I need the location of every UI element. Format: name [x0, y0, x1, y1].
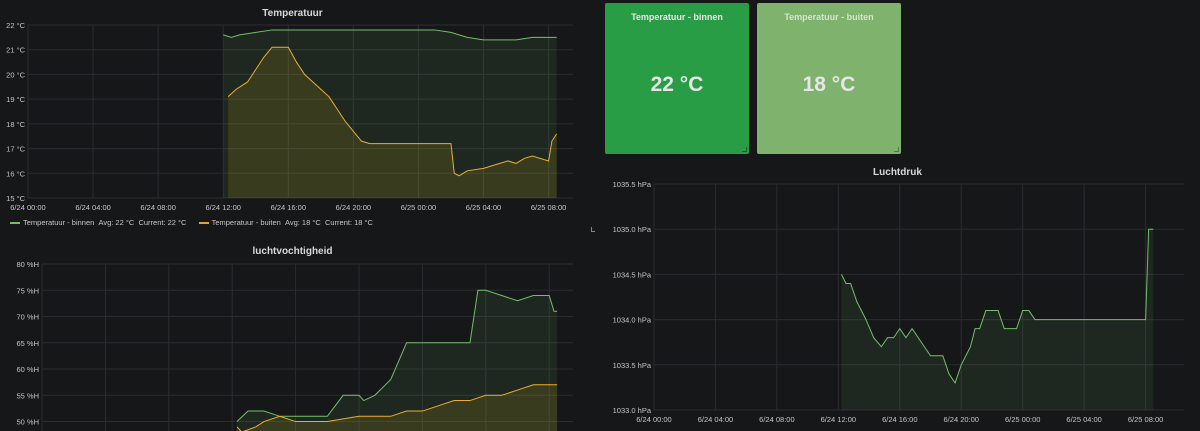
y-tick-label: 17 °C — [6, 145, 25, 154]
x-tick-label: 6/24 04:00 — [75, 203, 110, 212]
series-line-1 — [227, 46, 558, 177]
humidity-panel[interactable]: luchtvochtigheid 80 %H 75 %H 70 %H 65 %H 60 … — [0, 240, 585, 431]
series-area-0 — [236, 290, 558, 431]
stat-value: 18 °C — [802, 73, 856, 96]
x-tick-label: 6/25 00:00 — [401, 203, 436, 212]
x-tick-label: 6/24 16:00 — [271, 203, 306, 212]
stat-panel-inside[interactable]: Temperatuur - binnen 22 °C — [605, 3, 749, 154]
y-tick-label: 1033.5 hPa — [613, 361, 652, 370]
panel-title[interactable]: Temperatuur — [262, 8, 323, 19]
stat-panel-outside[interactable]: Temperatuur - buiten 18 °C — [757, 3, 901, 154]
y-tick-label: 21 °C — [6, 46, 25, 55]
y-tick-label: 18 °C — [6, 120, 25, 129]
y-tick-label: 80 %H — [16, 260, 39, 269]
x-tick-label: 6/24 00:00 — [10, 203, 45, 212]
y-tick-label: 1035.5 hPa — [613, 180, 652, 189]
y-tick-label: 70 %H — [16, 313, 39, 322]
series-area-0 — [223, 29, 557, 199]
y-tick-label: 1034.5 hPa — [613, 270, 652, 279]
legend-item-buiten[interactable]: Temperatuur - buiten Avg: 18 °C Current:… — [198, 218, 373, 227]
series-area-1 — [228, 47, 557, 198]
stat-title[interactable]: Temperatuur - binnen — [631, 12, 723, 22]
pressure-chart[interactable]: 1035.5 hPa 1035.0 hPa 1034.5 hPa 1034.0 hPa… — [595, 160, 1200, 431]
y-tick-label: 60 %H — [16, 365, 39, 374]
x-tick-label: 6/25 08:00 — [531, 203, 566, 212]
series-line-1 — [236, 384, 558, 431]
legend-swatch — [10, 222, 20, 225]
legend-name: Temperatuur - buiten — [211, 218, 281, 227]
pressure-panel[interactable]: Luchtdruk 1035.5 hPa 1035.0 hPa 1034.5 hPa… — [595, 160, 1200, 431]
x-tick-label: 6/24 00:00 — [636, 415, 671, 424]
y-tick-label: 55 %H — [16, 391, 39, 400]
legend-item-binnen[interactable]: Temperatuur - binnen Avg: 22 °C Current:… — [10, 218, 189, 227]
y-tick-label: 50 %H — [16, 418, 39, 427]
legend-name: Temperatuur - binnen — [23, 218, 95, 227]
series-area-0 — [841, 229, 1154, 410]
legend-avg: Avg: 22 °C — [98, 218, 135, 227]
chart-legend: Temperatuur - binnen Avg: 22 °C Current:… — [10, 218, 383, 227]
x-tick-label: 6/24 08:00 — [140, 203, 175, 212]
panel-title[interactable]: luchtvochtigheid — [252, 246, 333, 257]
series-line-0 — [840, 228, 1154, 384]
legend-current: Current: 22 °C — [138, 218, 187, 227]
y-tick-label: 16 °C — [6, 169, 25, 178]
x-tick-label: 6/24 08:00 — [759, 415, 794, 424]
x-tick-label: 6/24 12:00 — [821, 415, 856, 424]
series-line-0 — [236, 289, 558, 422]
x-tick-label: 6/24 04:00 — [698, 415, 733, 424]
y-tick-label: 19 °C — [6, 95, 25, 104]
stat-value: 22 °C — [650, 73, 704, 96]
x-tick-label: 6/25 00:00 — [1005, 415, 1040, 424]
y-tick-label: 1035.0 hPa — [613, 225, 652, 234]
x-tick-label: 6/24 20:00 — [336, 203, 371, 212]
x-tick-label: 6/25 04:00 — [466, 203, 501, 212]
y-tick-label: 1034.0 hPa — [613, 316, 652, 325]
temperature-panel[interactable]: Temperatuur 22 °C 21 °C 20 °C 19 °C 18 °C 17 … — [0, 0, 585, 232]
legend-current: Current: 18 °C — [324, 218, 373, 227]
x-tick-label: 6/24 20:00 — [944, 415, 979, 424]
stat-title[interactable]: Temperatuur - buiten — [784, 12, 874, 22]
resize-handle[interactable] — [742, 147, 747, 152]
series-line-0 — [223, 29, 557, 41]
series-area-1 — [236, 384, 558, 431]
y-tick-label: 75 %H — [16, 286, 39, 295]
temperature-chart[interactable]: 22 °C 21 °C 20 °C 19 °C 18 °C 17 °C 16 °C 15 °C… — [0, 0, 585, 218]
humidity-chart[interactable]: 80 %H 75 %H 70 %H 65 %H 60 %H 55 %H 50 %H — [0, 240, 585, 431]
x-tick-label: 6/24 16:00 — [882, 415, 917, 424]
y-tick-label: 65 %H — [16, 339, 39, 348]
resize-handle[interactable] — [591, 227, 596, 232]
y-tick-label: 1033.0 hPa — [613, 406, 652, 415]
y-tick-label: 20 °C — [6, 70, 25, 79]
legend-swatch — [198, 222, 209, 225]
x-tick-label: 6/24 12:00 — [205, 203, 240, 212]
y-tick-label: 22 °C — [6, 21, 25, 30]
legend-avg: Avg: 18 °C — [284, 218, 321, 227]
y-tick-label: 15 °C — [6, 194, 25, 203]
x-tick-label: 6/25 08:00 — [1128, 415, 1163, 424]
resize-handle[interactable] — [894, 147, 899, 152]
x-tick-label: 6/25 04:00 — [1066, 415, 1101, 424]
panel-title[interactable]: Luchtdruk — [873, 167, 922, 178]
